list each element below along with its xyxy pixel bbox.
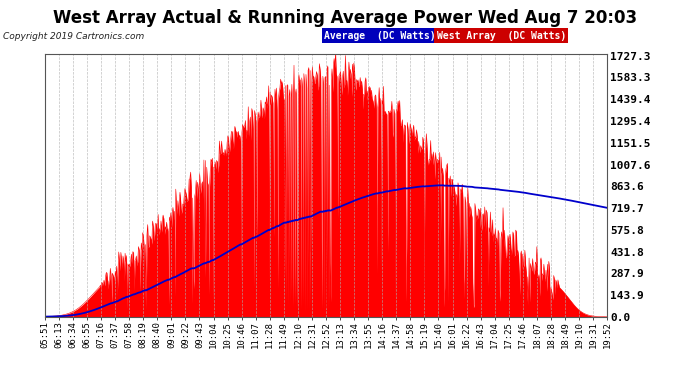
Text: West Array Actual & Running Average Power Wed Aug 7 20:03: West Array Actual & Running Average Powe… bbox=[53, 9, 637, 27]
Text: Average  (DC Watts): Average (DC Watts) bbox=[324, 31, 436, 41]
Text: West Array  (DC Watts): West Array (DC Watts) bbox=[437, 31, 566, 41]
Text: Copyright 2019 Cartronics.com: Copyright 2019 Cartronics.com bbox=[3, 32, 145, 41]
